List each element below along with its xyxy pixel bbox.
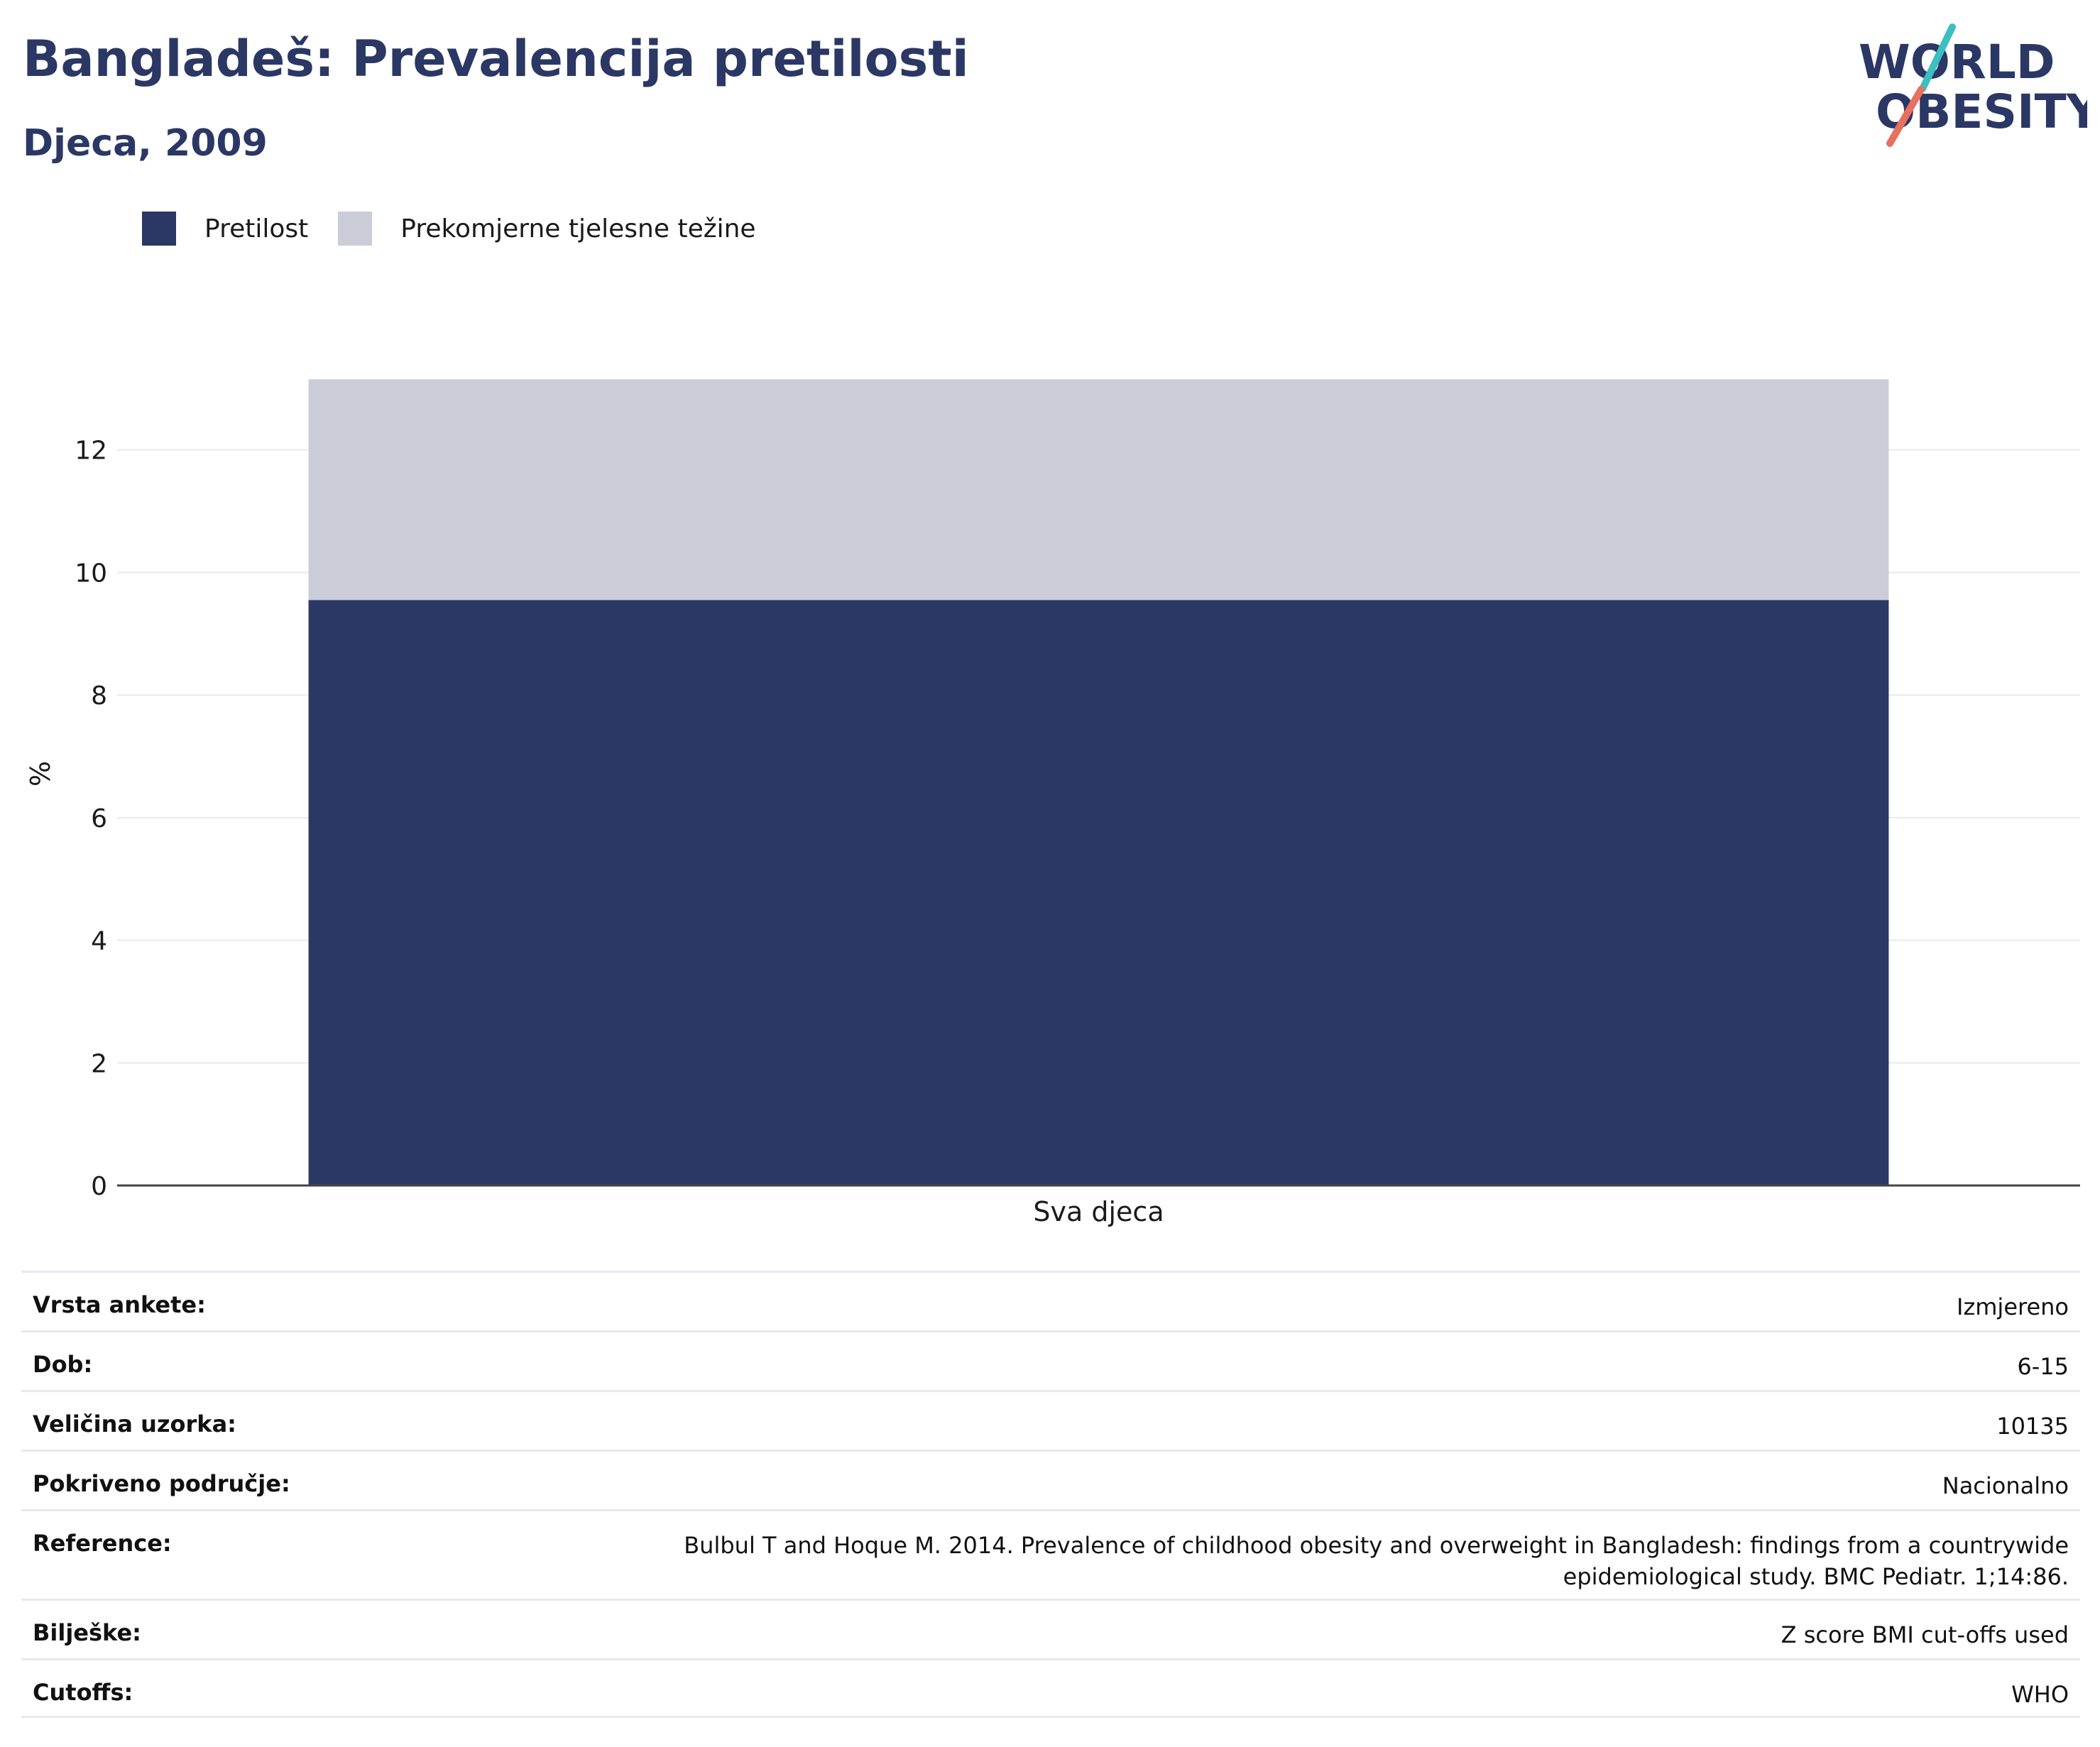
info-value: Izmjereno bbox=[1957, 1293, 2069, 1320]
logo-slash-coral bbox=[1886, 86, 1925, 147]
bar-obesity-0[interactable] bbox=[308, 600, 1889, 1185]
logo-word-world: WORLD bbox=[1859, 35, 2055, 89]
logo-slash-teal bbox=[1919, 23, 1956, 92]
x-tick-label: Sva djeca bbox=[1033, 1196, 1164, 1227]
survey-info-table: Vrsta ankete: Izmjereno Dob: 6-15 Veliči… bbox=[21, 1271, 2080, 1718]
y-tick-label: 8 bbox=[91, 681, 107, 711]
info-value: 6-15 bbox=[2017, 1353, 2069, 1380]
info-row-notes: Bilješke: Z score BMI cut-offs used bbox=[21, 1599, 2080, 1658]
info-value: WHO bbox=[2011, 1681, 2069, 1708]
info-key: Pokriveno područje: bbox=[33, 1470, 290, 1497]
legend-item-overweight[interactable]: Prekomjerne tjelesne težine bbox=[338, 212, 756, 246]
info-value: Bulbul T and Hoque M. 2014. Prevalence o… bbox=[684, 1532, 2069, 1590]
y-axis-label: % bbox=[25, 761, 56, 787]
info-key: Reference: bbox=[33, 1530, 172, 1557]
bar-overweight-0[interactable] bbox=[308, 379, 1889, 601]
page-subtitle: Djeca, 2009 bbox=[23, 122, 268, 165]
legend-item-obesity[interactable]: Pretilost bbox=[142, 212, 308, 246]
y-tick-label: 12 bbox=[75, 437, 107, 466]
y-tick-label: 10 bbox=[75, 559, 107, 588]
chart-legend: Pretilost Prekomjerne tjelesne težine bbox=[142, 210, 786, 247]
info-key: Veličina uzorka: bbox=[33, 1411, 236, 1437]
y-tick-label: 6 bbox=[91, 804, 107, 833]
y-tick-label: 2 bbox=[91, 1049, 107, 1078]
legend-label-overweight: Prekomjerne tjelesne težine bbox=[400, 214, 756, 243]
info-row-age: Dob: 6-15 bbox=[21, 1330, 2080, 1390]
info-value: Nacionalno bbox=[1942, 1472, 2069, 1499]
legend-swatch-obesity bbox=[142, 212, 176, 246]
info-row-cutoffs: Cutoffs: WHO bbox=[21, 1658, 2080, 1718]
info-key: Vrsta ankete: bbox=[33, 1291, 206, 1318]
page-title: Bangladeš: Prevalencija pretilosti bbox=[23, 30, 969, 88]
info-key: Bilješke: bbox=[33, 1619, 141, 1646]
world-obesity-logo: WORLD OBESITY bbox=[1859, 23, 2087, 147]
info-row-survey-type: Vrsta ankete: Izmjereno bbox=[21, 1271, 2080, 1330]
legend-label-obesity: Pretilost bbox=[204, 214, 309, 243]
info-row-reference: Reference: Bulbul T and Hoque M. 2014. P… bbox=[21, 1509, 2080, 1599]
info-value: Z score BMI cut-offs used bbox=[1781, 1621, 2069, 1648]
info-row-area: Pokriveno područje: Nacionalno bbox=[21, 1450, 2080, 1509]
info-row-sample-size: Veličina uzorka: 10135 bbox=[21, 1390, 2080, 1450]
y-tick-label: 4 bbox=[91, 927, 107, 956]
info-value: 10135 bbox=[1996, 1413, 2069, 1440]
info-key: Cutoffs: bbox=[33, 1679, 133, 1706]
legend-swatch-overweight bbox=[338, 212, 373, 246]
y-tick-label: 0 bbox=[91, 1172, 107, 1201]
info-key: Dob: bbox=[33, 1351, 93, 1378]
bar-chart: 0 2 4 6 8 10 12% Sva djeca bbox=[25, 379, 2080, 1227]
